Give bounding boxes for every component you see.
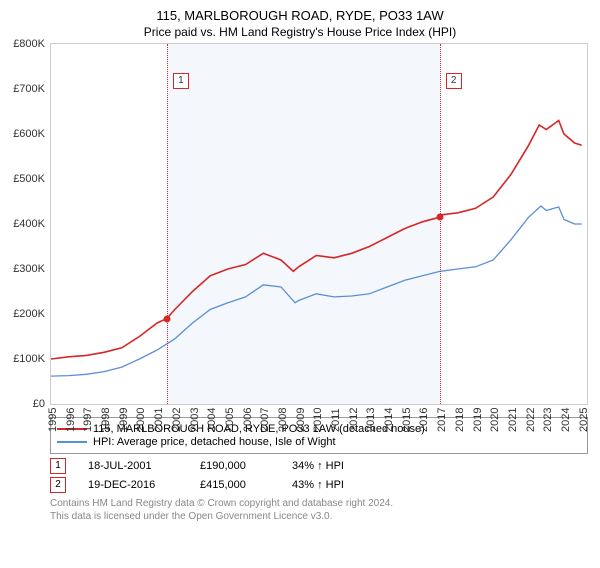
x-tick-label: 2005	[224, 408, 236, 432]
y-tick-label: £200K	[13, 308, 51, 320]
x-tick-label: 2003	[189, 408, 201, 432]
footer-line: Contains HM Land Registry data © Crown c…	[50, 497, 588, 510]
x-tick-label: 2008	[277, 408, 289, 432]
y-tick-label: £800K	[13, 38, 51, 50]
x-tick-label: 2010	[312, 408, 324, 432]
event-price: £415,000	[200, 479, 270, 491]
x-tick-label: 2004	[206, 408, 218, 432]
chart-plot-area: £0£100K£200K£300K£400K£500K£600K£700K£80…	[50, 43, 588, 405]
x-tick-label: 1995	[47, 408, 59, 432]
event-pct: 34% ↑ HPI	[292, 460, 344, 472]
chart-container: 115, MARLBOROUGH ROAD, RYDE, PO33 1AW Pr…	[0, 8, 600, 568]
x-tick-label: 2000	[135, 408, 147, 432]
x-tick-label: 2020	[489, 408, 501, 432]
y-tick-label: £300K	[13, 263, 51, 275]
x-tick-label: 2016	[418, 408, 430, 432]
x-tick-label: 2023	[542, 408, 554, 432]
event-pct: 43% ↑ HPI	[292, 479, 344, 491]
legend-label: HPI: Average price, detached house, Isle…	[93, 436, 336, 448]
legend-swatch	[57, 441, 87, 443]
event-date: 18-JUL-2001	[88, 460, 178, 472]
x-tick-label: 1997	[82, 408, 94, 432]
y-tick-label: £500K	[13, 173, 51, 185]
events-table: 1 18-JUL-2001 £190,000 34% ↑ HPI 2 19-DE…	[50, 458, 588, 493]
x-tick-label: 2006	[242, 408, 254, 432]
reference-line	[167, 44, 168, 404]
data-marker	[436, 214, 443, 221]
footer-attribution: Contains HM Land Registry data © Crown c…	[50, 497, 588, 523]
page-subtitle: Price paid vs. HM Land Registry's House …	[0, 25, 600, 39]
y-tick-label: £100K	[13, 353, 51, 365]
x-tick-label: 2013	[365, 408, 377, 432]
x-tick-label: 2009	[295, 408, 307, 432]
legend-item: HPI: Average price, detached house, Isle…	[57, 436, 581, 448]
event-row: 1 18-JUL-2001 £190,000 34% ↑ HPI	[50, 458, 588, 474]
footer-line: This data is licensed under the Open Gov…	[50, 510, 588, 523]
x-tick-label: 2024	[560, 408, 572, 432]
x-tick-label: 2017	[436, 408, 448, 432]
event-num-box: 1	[50, 458, 66, 474]
x-tick-label: 2011	[330, 408, 342, 432]
x-tick-label: 2022	[525, 408, 537, 432]
series-line	[51, 206, 582, 376]
series-line	[51, 121, 582, 360]
event-price: £190,000	[200, 460, 270, 472]
page-title: 115, MARLBOROUGH ROAD, RYDE, PO33 1AW	[0, 8, 600, 23]
x-tick-label: 2014	[383, 408, 395, 432]
annotation-box: 1	[173, 73, 189, 89]
x-tick-label: 1996	[65, 408, 77, 432]
x-tick-label: 2021	[507, 408, 519, 432]
x-tick-label: 2001	[153, 408, 165, 432]
event-date: 19-DEC-2016	[88, 479, 178, 491]
x-tick-label: 2018	[454, 408, 466, 432]
x-tick-label: 2012	[348, 408, 360, 432]
x-tick-label: 1998	[100, 408, 112, 432]
y-tick-label: £600K	[13, 128, 51, 140]
annotation-box: 2	[446, 73, 462, 89]
y-tick-label: £400K	[13, 218, 51, 230]
event-row: 2 19-DEC-2016 £415,000 43% ↑ HPI	[50, 477, 588, 493]
event-num-box: 2	[50, 477, 66, 493]
x-tick-label: 2025	[578, 408, 590, 432]
x-tick-label: 1999	[118, 408, 130, 432]
reference-line	[440, 44, 441, 404]
data-marker	[163, 315, 170, 322]
y-tick-label: £700K	[13, 83, 51, 95]
x-tick-label: 2007	[259, 408, 271, 432]
x-tick-label: 2019	[472, 408, 484, 432]
chart-lines-svg	[51, 44, 587, 404]
x-tick-label: 2002	[171, 408, 183, 432]
x-tick-label: 2015	[401, 408, 413, 432]
